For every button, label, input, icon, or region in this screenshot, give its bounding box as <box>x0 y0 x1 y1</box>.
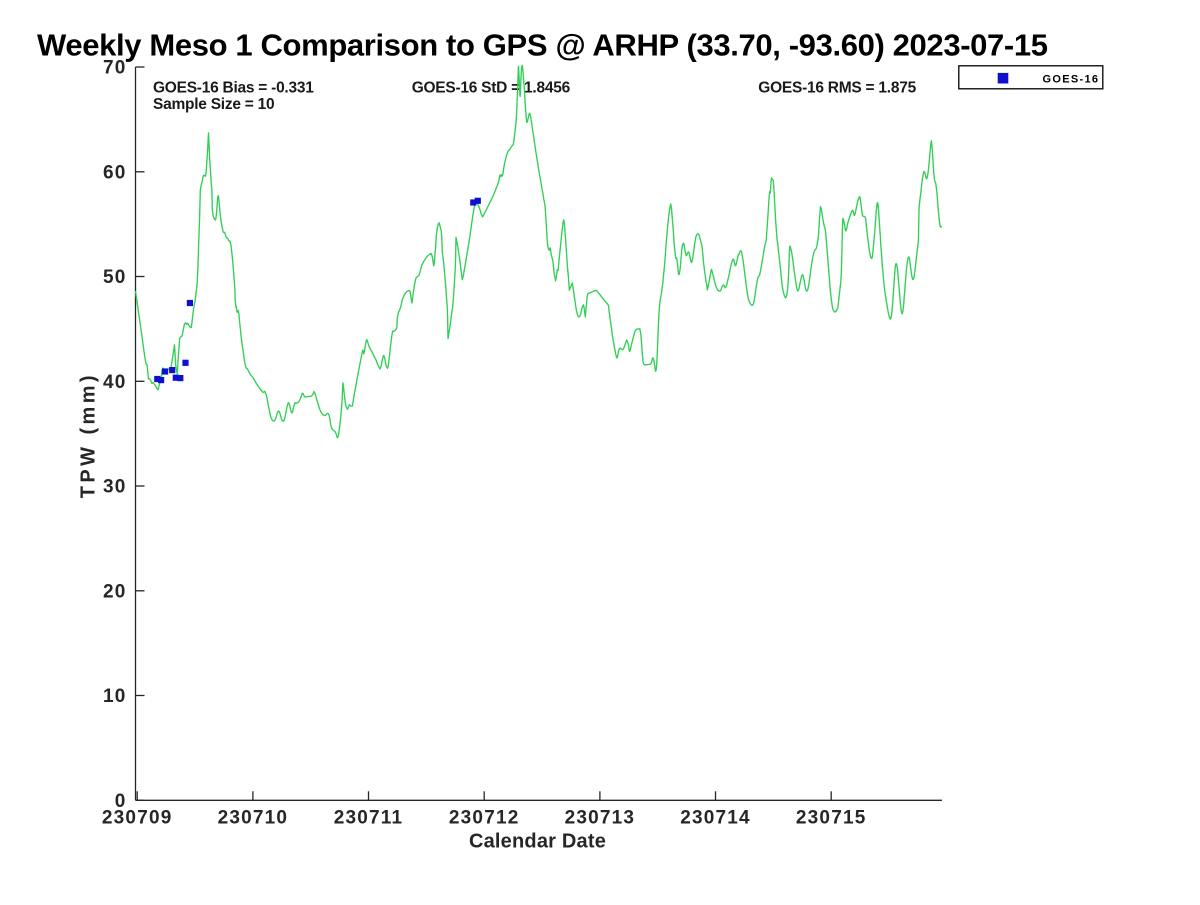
svg-text:Calendar Date: Calendar Date <box>469 830 606 852</box>
svg-text:40: 40 <box>103 372 127 393</box>
svg-text:0: 0 <box>115 791 127 812</box>
svg-text:30: 30 <box>103 477 127 498</box>
svg-text:230712: 230712 <box>449 808 520 829</box>
svg-text:Sample Size = 10: Sample Size = 10 <box>153 96 274 113</box>
svg-text:GOES-16 StD = 1.8456: GOES-16 StD = 1.8456 <box>412 80 571 97</box>
svg-text:GOES-16 Bias = -0.331: GOES-16 Bias = -0.331 <box>153 80 314 97</box>
svg-text:50: 50 <box>103 267 127 288</box>
svg-text:GOES-16: GOES-16 <box>1043 74 1100 86</box>
svg-text:230709: 230709 <box>102 808 173 829</box>
svg-text:230710: 230710 <box>218 808 289 829</box>
svg-text:230715: 230715 <box>796 808 867 829</box>
svg-text:10: 10 <box>103 686 127 707</box>
svg-text:70: 70 <box>103 58 127 79</box>
svg-text:230713: 230713 <box>565 808 636 829</box>
svg-text:Weekly Meso 1 Comparison to GP: Weekly Meso 1 Comparison to GPS @ ARHP (… <box>37 27 1048 62</box>
svg-text:GOES-16 RMS = 1.875: GOES-16 RMS = 1.875 <box>758 80 916 97</box>
svg-text:230714: 230714 <box>680 808 751 829</box>
svg-text:20: 20 <box>103 581 127 602</box>
svg-text:230711: 230711 <box>334 808 404 829</box>
svg-text:60: 60 <box>103 162 127 183</box>
